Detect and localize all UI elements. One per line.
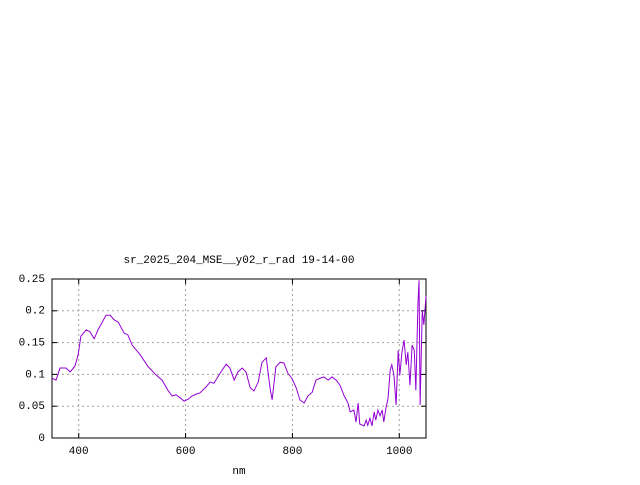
plot-frame (51, 278, 427, 439)
y-tick-label: 0 (38, 433, 45, 445)
y-tick-label: 0.2 (25, 306, 45, 318)
x-tick-label: 800 (283, 446, 303, 458)
x-tick-label: 600 (176, 446, 196, 458)
y-tick-label: 0.15 (19, 338, 45, 350)
x-tick-label: 1000 (386, 446, 412, 458)
data-line (51, 280, 427, 427)
chart-title: sr_2025_204_MSE__y02_r_rad 19-14-00 (123, 255, 354, 267)
y-tick-label: 0.05 (19, 401, 45, 413)
x-tick-label: 400 (69, 446, 89, 458)
y-tick-label: 0.1 (25, 369, 45, 381)
y-tick-label: 0.25 (19, 274, 45, 286)
x-axis-label: nm (232, 466, 246, 478)
